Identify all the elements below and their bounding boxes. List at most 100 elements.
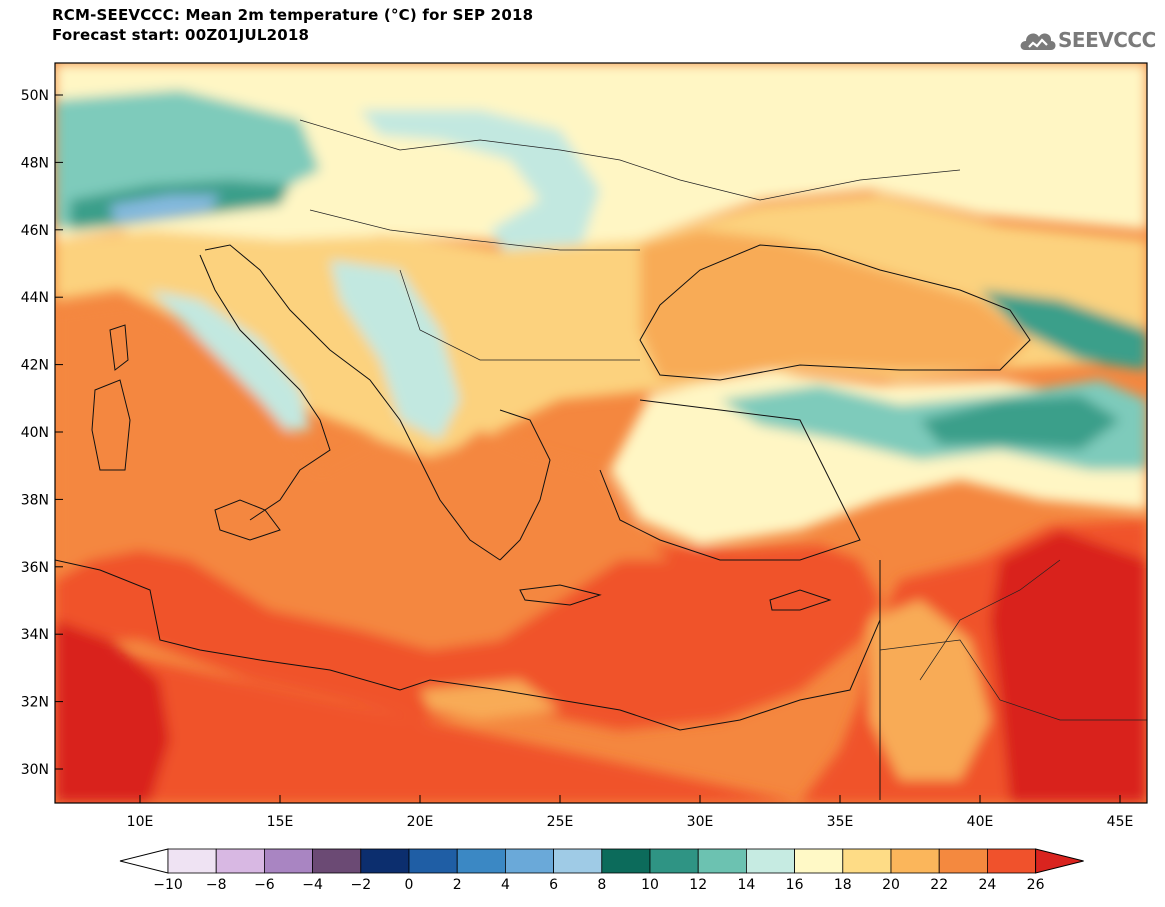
field-very-hot-east (990, 530, 1147, 803)
legend-box (601, 848, 651, 874)
legend-label: −6 (254, 877, 275, 893)
lat-label: 38N (21, 492, 49, 508)
legend-label: 24 (978, 877, 996, 893)
lon-label: 15E (267, 814, 294, 830)
border-iraq (919, 559, 1061, 681)
field-warm-levant (870, 600, 990, 780)
latitude-axis: 50N 48N 46N 44N 42N 40N 38N 36N 34N 32N 30N (21, 88, 63, 778)
legend-boxes (119, 848, 1084, 874)
legend-label: 16 (786, 877, 804, 893)
legend-box (987, 848, 1037, 874)
field-blue-alps (110, 195, 220, 222)
forecast-start: Forecast start: 00Z01JUL2018 (52, 26, 310, 44)
legend-box (697, 848, 747, 874)
legend-low-arrow (119, 848, 169, 874)
field-hot-south (55, 520, 1147, 803)
legend-box (312, 848, 362, 874)
legend-label: 20 (882, 877, 900, 893)
lat-label: 46N (21, 223, 49, 239)
legend-box (649, 848, 699, 874)
map-field (55, 63, 1147, 803)
legend-box (215, 848, 265, 874)
lat-label: 34N (21, 627, 49, 643)
legend-high-arrow (1035, 848, 1084, 874)
lon-label: 10E (127, 814, 154, 830)
legend-box (553, 848, 603, 874)
field-cool-italy (150, 290, 310, 430)
legend-box (263, 848, 313, 874)
field-very-hot-west (55, 620, 170, 803)
legend-label: 14 (737, 877, 755, 893)
coast-adriatic-east (204, 244, 501, 561)
legend-box (938, 848, 988, 874)
coast-crete (519, 584, 602, 606)
lon-label: 25E (547, 814, 574, 830)
coast-north-africa (55, 559, 881, 731)
coast-cyprus (769, 589, 832, 611)
lon-label: 20E (407, 814, 434, 830)
coast-italy (199, 254, 331, 521)
legend-box (504, 848, 554, 874)
coastlines (55, 244, 1031, 800)
coast-greece (499, 409, 551, 561)
legend-label: 12 (689, 877, 707, 893)
legend-label: 18 (834, 877, 852, 893)
longitude-axis: 10E 15E 20E 25E 30E 35E 40E 45E (127, 795, 1134, 830)
legend-box (360, 848, 410, 874)
field-warm-libya (420, 680, 560, 720)
lat-label: 44N (21, 290, 49, 306)
temperature-map: 50N 48N 46N 44N 42N 40N 38N 36N 34N 32N 30N 10E 15E… (21, 62, 1148, 830)
field-mild-belt (55, 195, 1147, 460)
border-north (299, 119, 961, 201)
lon-label: 40E (967, 814, 994, 830)
legend-label: 10 (641, 877, 659, 893)
legend-label: −8 (206, 877, 227, 893)
lon-label: 30E (687, 814, 714, 830)
legend-label: 6 (549, 877, 558, 893)
legend-label: 2 (453, 877, 462, 893)
lat-label: 36N (21, 560, 49, 576)
coast-anatolia (599, 399, 861, 561)
legend-labels: −10 −8 −6 −4 −2 0 2 4 6 8 10 12 14 16 18 20 22 24 26 (153, 877, 1044, 893)
lat-label: 48N (21, 155, 49, 171)
coast-black-sea (639, 244, 1031, 381)
field-black-sea (640, 230, 1030, 380)
logo-text: SEEVCCC (1058, 28, 1156, 52)
seevccc-logo: SEEVCCC (1018, 22, 1158, 58)
legend-label: −2 (350, 877, 371, 893)
legend-label: −4 (302, 877, 323, 893)
borders (299, 119, 1147, 721)
legend-label: −10 (153, 877, 183, 893)
field-dark-anatolia (920, 395, 1120, 450)
legend-label: 22 (930, 877, 948, 893)
border-levant (879, 639, 1147, 721)
lat-label: 42N (21, 358, 49, 374)
border-balkans (399, 269, 640, 361)
lon-label: 35E (827, 814, 854, 830)
legend-box (167, 848, 217, 874)
lat-label: 32N (21, 695, 49, 711)
legend-label: 0 (405, 877, 414, 893)
legend-box (842, 848, 892, 874)
legend-box (794, 848, 844, 874)
field-hot-anatolia-coast (650, 545, 860, 590)
coast-corsica (109, 324, 129, 371)
field-teal-balkans (330, 260, 460, 440)
legend-label: 26 (1027, 877, 1045, 893)
legend-label: 8 (597, 877, 606, 893)
legend-box (746, 848, 796, 874)
lat-label: 50N (21, 88, 49, 104)
lon-label: 45E (1107, 814, 1134, 830)
border-mid (309, 209, 640, 251)
legend-box (890, 848, 940, 874)
coast-sicily (214, 499, 281, 541)
cloud-icon (1020, 33, 1056, 50)
coast-sardinia (91, 379, 131, 471)
map-title: RCM-SEEVCCC: Mean 2m temperature (°C) fo… (52, 6, 534, 24)
map-frame (54, 62, 1148, 804)
legend-box (456, 848, 506, 874)
lat-label: 30N (21, 762, 49, 778)
lat-label: 40N (21, 425, 49, 441)
field-teal-caucasus (980, 290, 1147, 370)
legend-label: 4 (501, 877, 510, 893)
